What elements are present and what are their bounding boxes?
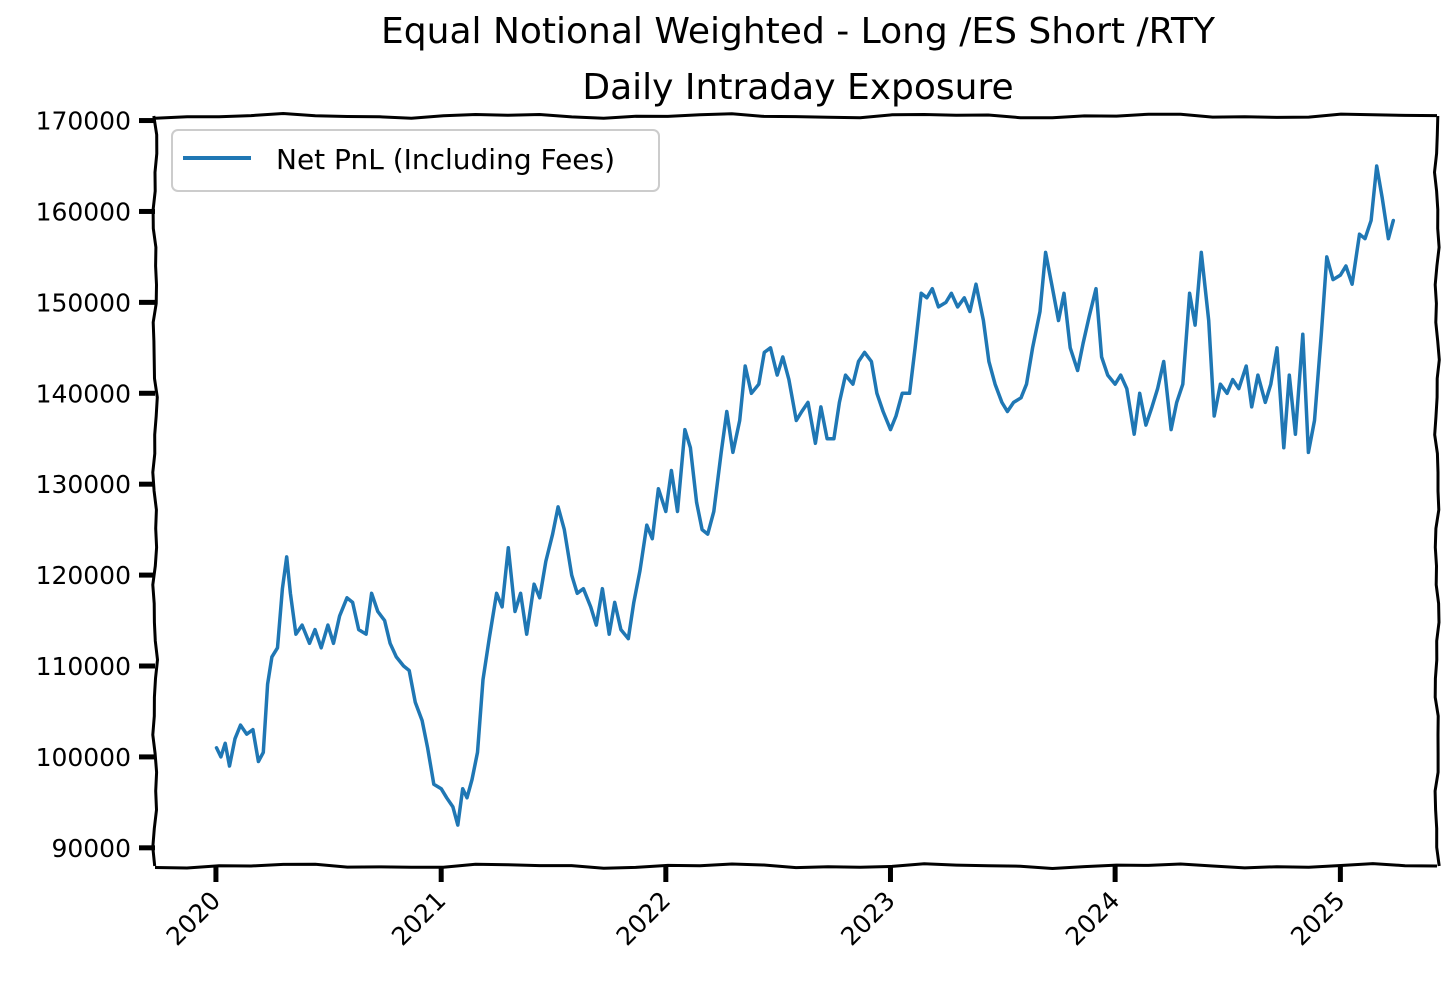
x-tick-label: 2020 — [161, 886, 226, 951]
x-tick-label: 2024 — [1060, 886, 1125, 951]
plot-frame — [151, 111, 1441, 871]
legend-box — [171, 129, 660, 192]
y-tick-label: 130000 — [36, 470, 131, 499]
x-tick-label: 2021 — [386, 886, 451, 951]
legend-label: Net PnL (Including Fees) — [276, 143, 615, 176]
y-tick-label: 100000 — [36, 743, 131, 772]
x-axis-ticks: 2020 2021 2022 2023 2024 2025 — [161, 866, 1351, 951]
y-tick-label: 90000 — [51, 834, 131, 863]
plot-area — [214, 164, 1396, 827]
chart-title: Equal Notional Weighted - Long /ES Short… — [381, 11, 1215, 52]
y-tick-label: 170000 — [36, 107, 131, 136]
y-tick-label: 140000 — [36, 379, 131, 408]
chart-subtitle: Daily Intraday Exposure — [582, 67, 1014, 108]
legend: Net PnL (Including Fees) — [171, 129, 660, 192]
y-tick-label: 150000 — [36, 288, 131, 317]
x-tick-label: 2022 — [611, 886, 676, 951]
y-axis-ticks: 90000 100000 110000 120000 130000 140000 15000… — [36, 107, 155, 863]
y-tick-label: 160000 — [36, 197, 131, 226]
x-tick-label: 2025 — [1285, 886, 1350, 951]
x-tick-label: 2023 — [835, 886, 900, 951]
series-line-0 — [214, 164, 1396, 827]
y-tick-label: 110000 — [36, 652, 131, 681]
y-tick-label: 120000 — [36, 561, 131, 590]
